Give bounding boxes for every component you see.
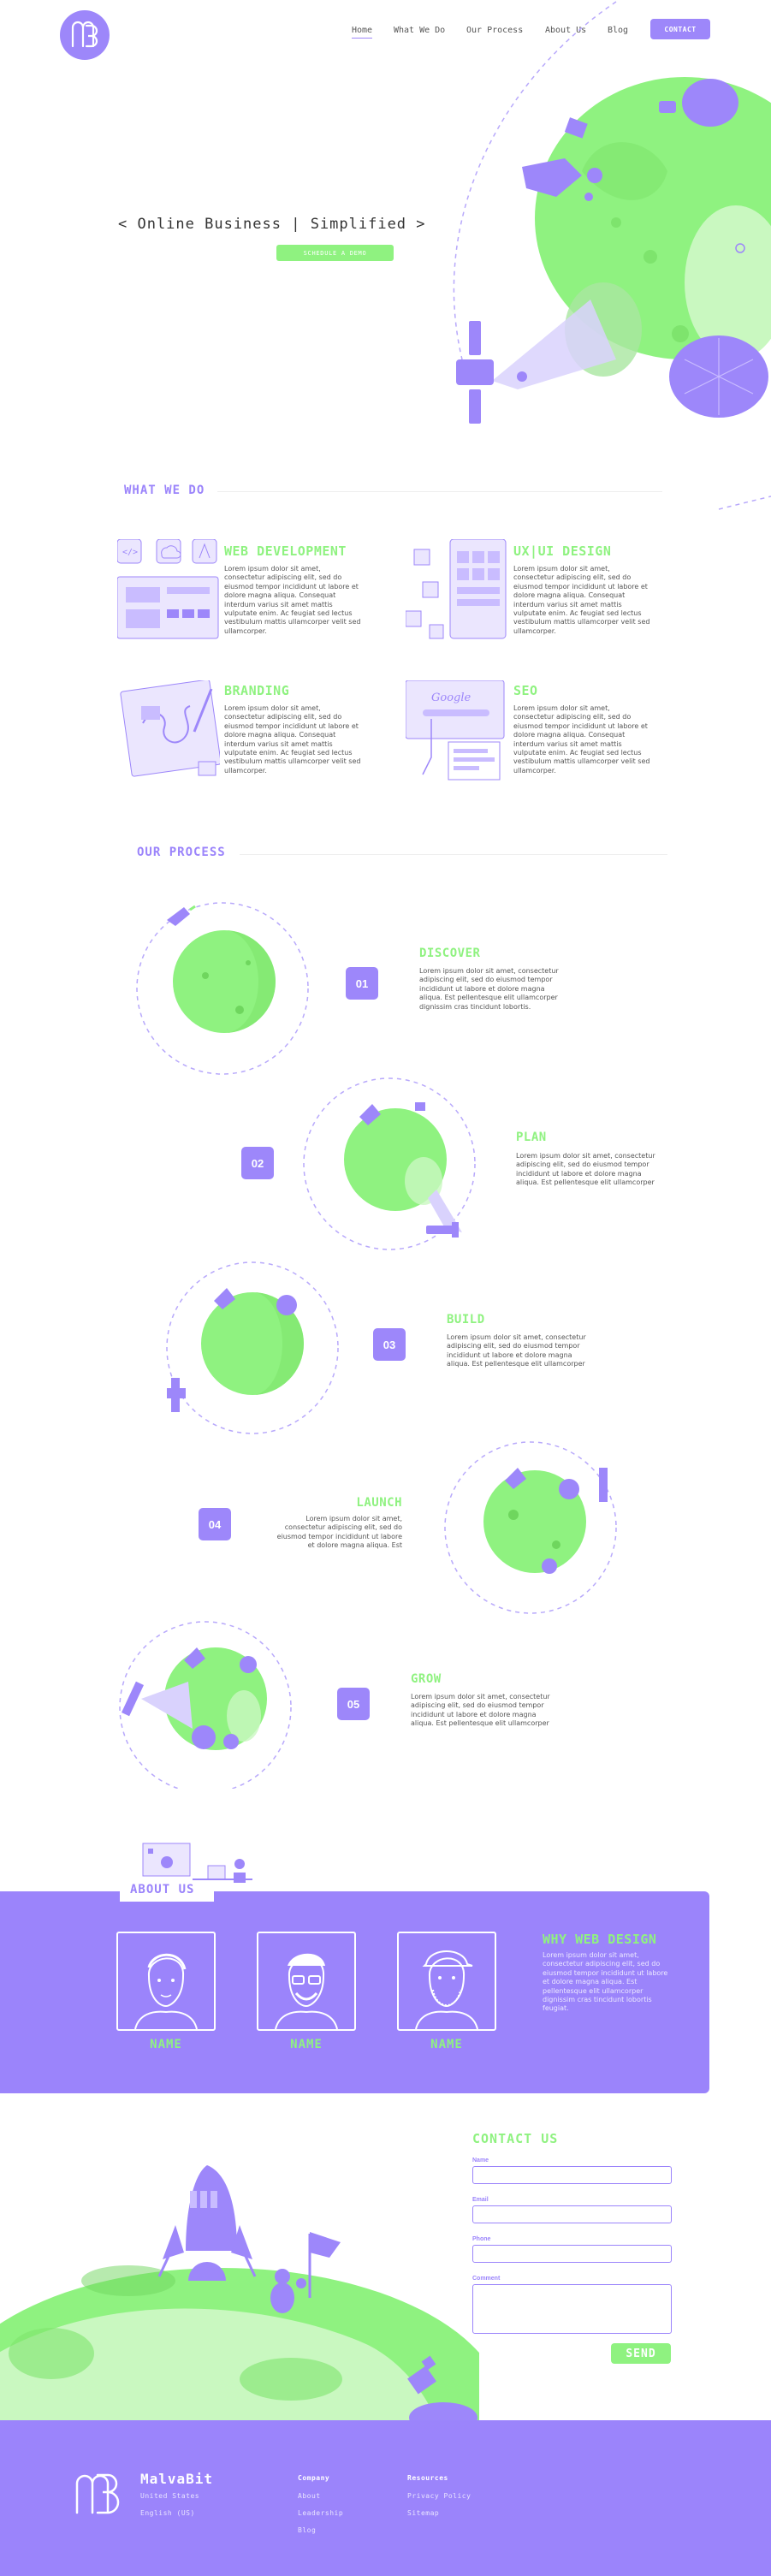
process-planets-illustration xyxy=(119,902,617,1789)
footer-company-heading: Company xyxy=(298,2474,330,2482)
about-us-heading: ABOUT US xyxy=(130,1883,195,1896)
service-title-seo: SEO xyxy=(513,683,538,698)
service-title-ux-ui-design: UX|UI DESIGN xyxy=(513,543,612,559)
step-title-plan: PLAN xyxy=(516,1131,547,1144)
hero-planet-illustration xyxy=(453,1,771,510)
service-text-ux-ui-design: Lorem ipsum dolor sit amet, consectetur … xyxy=(513,565,650,635)
step-number-04: 04 xyxy=(199,1508,231,1540)
seo-search-text: Google xyxy=(431,691,471,704)
team-member-name: NAME xyxy=(150,2038,182,2051)
email-label: Email xyxy=(472,2197,489,2203)
step-title-grow: GROW xyxy=(411,1672,442,1686)
our-process-heading: OUR PROCESS xyxy=(137,846,226,859)
mb-logo-icon xyxy=(71,21,98,48)
service-text-branding: Lorem ipsum dolor sit amet, consectetur … xyxy=(224,704,361,775)
what-we-do-heading: WHAT WE DO xyxy=(124,484,205,497)
step-number-02: 02 xyxy=(241,1147,274,1179)
step-text-build: Lorem ipsum dolor sit amet, consectetur … xyxy=(447,1333,586,1368)
contact-us-heading: CONTACT US xyxy=(472,2131,559,2146)
email-field[interactable] xyxy=(472,2205,672,2223)
team-portrait-icon xyxy=(415,1950,478,2030)
phone-label: Phone xyxy=(472,2236,491,2242)
name-field[interactable] xyxy=(472,2166,672,2184)
comment-textarea[interactable] xyxy=(472,2284,672,2334)
nav-blog[interactable]: Blog xyxy=(608,26,629,35)
name-label: Name xyxy=(472,2158,489,2163)
team-member-card[interactable] xyxy=(257,1932,356,2031)
nav-home[interactable]: Home xyxy=(352,26,373,39)
nav-what-we-do[interactable]: What We Do xyxy=(394,26,446,35)
why-web-design-text: Lorem ipsum dolor sit amet, consectetur … xyxy=(543,1951,668,2013)
footer-link-blog[interactable]: Blog xyxy=(298,2526,317,2534)
why-web-design-heading: WHY WEB DESIGN xyxy=(543,1932,657,1947)
seo-illustration: Google xyxy=(406,680,505,781)
team-member-card[interactable] xyxy=(397,1932,496,2031)
step-title-discover: DISCOVER xyxy=(419,947,481,960)
footer-resources-heading: Resources xyxy=(407,2474,448,2482)
section-divider xyxy=(240,854,667,855)
phone-field[interactable] xyxy=(472,2245,672,2263)
footer-link-sitemap[interactable]: Sitemap xyxy=(407,2509,440,2517)
contact-button[interactable]: CONTACT xyxy=(650,19,710,39)
service-title-branding: BRANDING xyxy=(224,683,290,698)
rocket-planet-illustration xyxy=(0,2165,479,2422)
step-text-discover: Lorem ipsum dolor sit amet, consectetur … xyxy=(419,967,559,1011)
team-member-name: NAME xyxy=(430,2038,463,2051)
footer-link-privacy-policy[interactable]: Privacy Policy xyxy=(407,2492,471,2500)
svg-text:</>: </> xyxy=(122,548,138,557)
team-portrait-icon xyxy=(275,1953,338,2030)
desk-illustration xyxy=(142,1843,252,1883)
branding-illustration xyxy=(120,680,220,777)
step-title-launch: LAUNCH xyxy=(356,1496,402,1510)
footer-link-about[interactable]: About xyxy=(298,2492,321,2500)
comment-label: Comment xyxy=(472,2276,501,2282)
send-button[interactable]: SEND xyxy=(611,2343,671,2364)
team-portrait-icon xyxy=(134,1953,198,2030)
section-divider xyxy=(217,491,662,492)
step-number-05: 05 xyxy=(337,1688,370,1720)
step-title-build: BUILD xyxy=(447,1313,485,1327)
logo[interactable] xyxy=(60,10,110,60)
step-text-launch: Lorem ipsum dolor sit amet, consectetur … xyxy=(276,1515,402,1550)
service-text-seo: Lorem ipsum dolor sit amet, consectetur … xyxy=(513,704,650,775)
nav-our-process[interactable]: Our Process xyxy=(466,26,524,35)
footer-language[interactable]: English (US) xyxy=(140,2509,195,2517)
step-text-plan: Lorem ipsum dolor sit amet, consectetur … xyxy=(516,1152,655,1187)
service-text-web-development: Lorem ipsum dolor sit amet, consectetur … xyxy=(224,565,361,635)
step-number-01: 01 xyxy=(346,967,378,1000)
ux-ui-design-illustration xyxy=(406,539,507,639)
step-text-grow: Lorem ipsum dolor sit amet, consectetur … xyxy=(411,1693,550,1728)
team-member-card[interactable] xyxy=(116,1932,216,2031)
hero-title: < Online Business | Simplified > xyxy=(118,216,426,233)
footer-logo-icon xyxy=(75,2473,120,2514)
footer-brand: MalvaBit xyxy=(140,2471,214,2487)
nav-about-us[interactable]: About Us xyxy=(545,26,587,35)
service-title-web-development: WEB DEVELOPMENT xyxy=(224,543,347,559)
step-number-03: 03 xyxy=(373,1328,406,1361)
schedule-demo-button[interactable]: SCHEDULE A DEMO xyxy=(276,245,394,261)
team-member-name: NAME xyxy=(290,2038,323,2051)
footer-country[interactable]: United States xyxy=(140,2492,200,2500)
web-development-illustration: </> xyxy=(117,539,219,639)
footer-link-leadership[interactable]: Leadership xyxy=(298,2509,344,2517)
footer xyxy=(0,2420,771,2576)
